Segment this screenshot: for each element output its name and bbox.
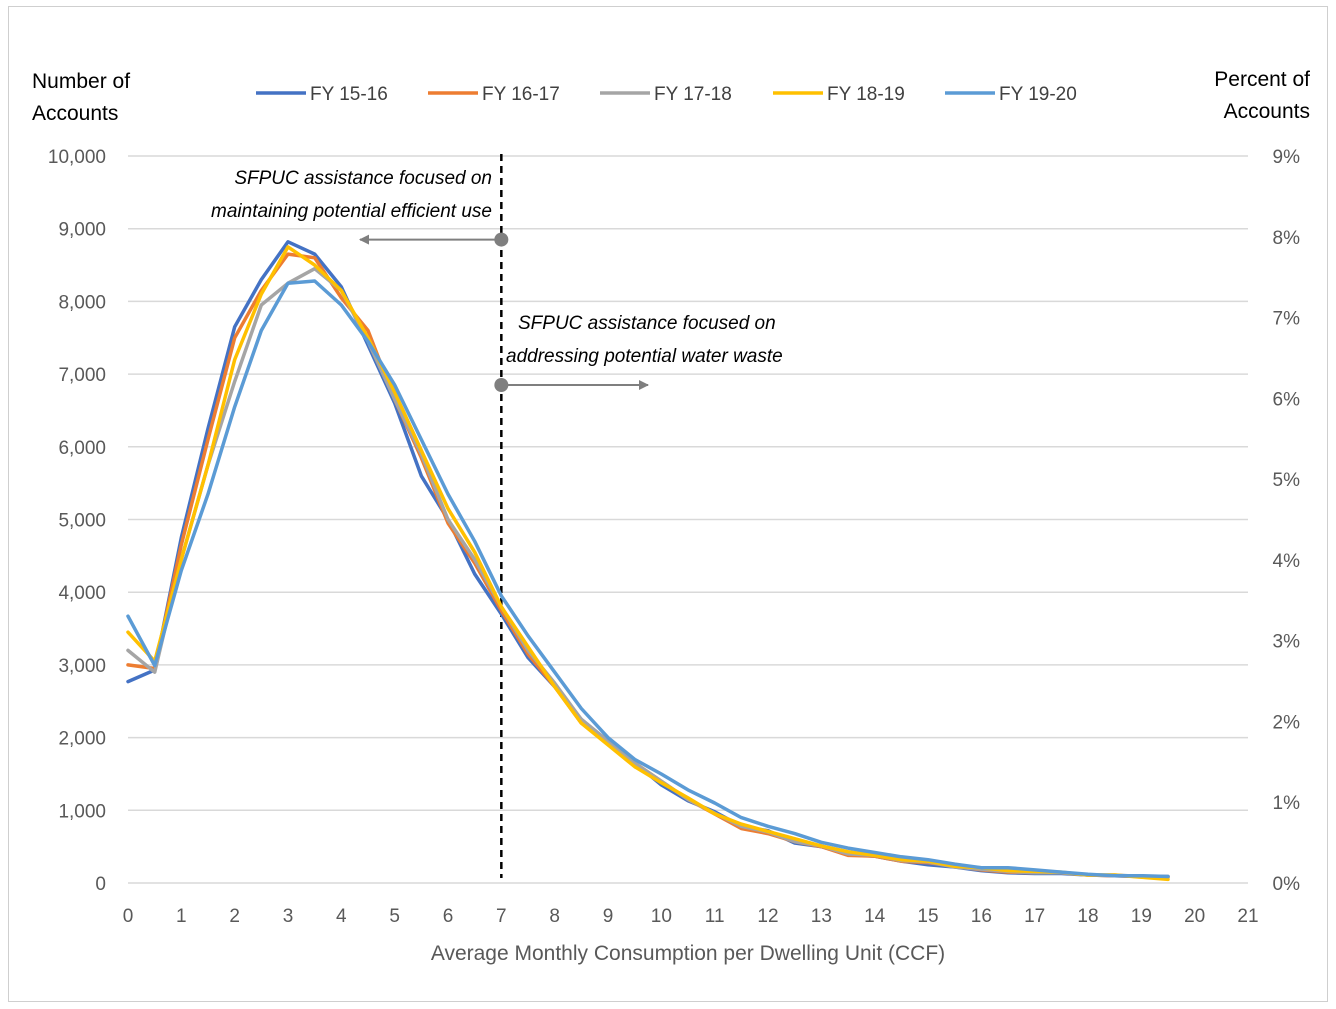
x-tick-label: 3 bbox=[283, 906, 294, 927]
x-tick-label: 20 bbox=[1184, 906, 1205, 927]
annotation-2-dot bbox=[494, 378, 509, 393]
y2-axis-ticks: 0% 1% 2% 3% 4% 5% 6% 7% 8% 9% bbox=[1273, 147, 1301, 895]
y2-axis-title-line-1: Percent of bbox=[1214, 68, 1310, 91]
y-tick-label: 6,000 bbox=[58, 438, 106, 459]
y-tick-label: 7,000 bbox=[58, 365, 106, 386]
y-axis-ticks: 0 1,000 2,000 3,000 4,000 5,000 6,000 7,000 8,00… bbox=[48, 147, 106, 895]
x-tick-label: 11 bbox=[705, 906, 725, 927]
y2-tick-label: 8% bbox=[1273, 228, 1301, 249]
gridlines bbox=[128, 155, 1248, 884]
annotation-1-line-2: maintaining potential efficient use bbox=[211, 201, 492, 222]
series-line-fy-18-19 bbox=[126, 245, 1170, 882]
legend-label: FY 17-18 bbox=[654, 84, 732, 105]
annotations: SFPUC assistance focused on maintaining p… bbox=[211, 168, 783, 393]
x-tick-label: 13 bbox=[811, 906, 832, 927]
y2-tick-label: 1% bbox=[1273, 793, 1301, 814]
y2-tick-label: 4% bbox=[1273, 551, 1301, 572]
y-tick-label: 4,000 bbox=[58, 583, 106, 604]
series-line-fy-15-16 bbox=[126, 240, 1170, 879]
x-tick-label: 18 bbox=[1077, 906, 1098, 927]
y2-tick-label: 0% bbox=[1273, 874, 1301, 895]
y-tick-label: 9,000 bbox=[58, 220, 106, 241]
x-tick-label: 8 bbox=[549, 906, 560, 927]
x-tick-label: 9 bbox=[603, 906, 614, 927]
y2-tick-label: 3% bbox=[1273, 632, 1301, 653]
x-tick-label: 10 bbox=[651, 906, 672, 927]
series-line-fy-19-20 bbox=[126, 279, 1170, 879]
chart-frame bbox=[8, 6, 1328, 1002]
y-tick-label: 5,000 bbox=[58, 511, 106, 532]
y-tick-label: 2,000 bbox=[58, 729, 106, 750]
y2-tick-label: 6% bbox=[1273, 389, 1301, 410]
series-lines bbox=[126, 240, 1170, 882]
x-tick-label: 17 bbox=[1024, 906, 1045, 927]
x-tick-label: 5 bbox=[389, 906, 400, 927]
x-tick-label: 14 bbox=[864, 906, 886, 927]
annotation-1-line-1: SFPUC assistance focused on bbox=[234, 168, 492, 189]
y2-tick-label: 9% bbox=[1273, 147, 1301, 168]
x-tick-label: 1 bbox=[176, 906, 187, 927]
y-axis-title-line-1: Number of bbox=[32, 70, 130, 93]
legend-label: FY 15-16 bbox=[310, 84, 388, 105]
y-tick-label: 3,000 bbox=[58, 656, 106, 677]
x-tick-label: 7 bbox=[496, 906, 507, 927]
x-tick-label: 15 bbox=[917, 906, 938, 927]
y-tick-label: 1,000 bbox=[58, 801, 106, 822]
y-tick-label: 8,000 bbox=[58, 292, 106, 313]
y-tick-label: 10,000 bbox=[48, 147, 106, 168]
y-axis-title-line-2: Accounts bbox=[32, 102, 118, 125]
x-tick-label: 6 bbox=[443, 906, 454, 927]
x-tick-label: 4 bbox=[336, 906, 347, 927]
annotation-2-line-2: addressing potential water waste bbox=[506, 346, 783, 367]
x-tick-label: 0 bbox=[123, 906, 134, 927]
x-tick-label: 21 bbox=[1237, 906, 1258, 927]
x-axis-ticks: 0 1 2 3 4 5 6 7 8 9 10 11 12 13 14 15 16 17 18 19 20 21 bbox=[123, 906, 1259, 927]
x-tick-label: 2 bbox=[229, 906, 240, 927]
x-tick-label: 12 bbox=[757, 906, 778, 927]
y2-tick-label: 5% bbox=[1273, 470, 1301, 491]
legend: FY 15-16 FY 16-17 FY 17-18 FY 18-19 FY 19-20 bbox=[256, 84, 1077, 105]
y2-tick-label: 7% bbox=[1273, 309, 1301, 330]
x-tick-label: 19 bbox=[1131, 906, 1152, 927]
legend-label: FY 18-19 bbox=[827, 84, 905, 105]
legend-label: FY 16-17 bbox=[482, 84, 560, 105]
x-axis-title: Average Monthly Consumption per Dwelling… bbox=[431, 942, 945, 965]
x-tick-label: 16 bbox=[971, 906, 992, 927]
annotation-1-dot bbox=[494, 232, 509, 247]
annotation-2-line-1: SFPUC assistance focused on bbox=[518, 313, 776, 334]
legend-label: FY 19-20 bbox=[999, 84, 1077, 105]
y2-tick-label: 2% bbox=[1273, 712, 1301, 733]
y-tick-label: 0 bbox=[95, 874, 106, 895]
y2-axis-title-line-2: Accounts bbox=[1224, 100, 1310, 123]
